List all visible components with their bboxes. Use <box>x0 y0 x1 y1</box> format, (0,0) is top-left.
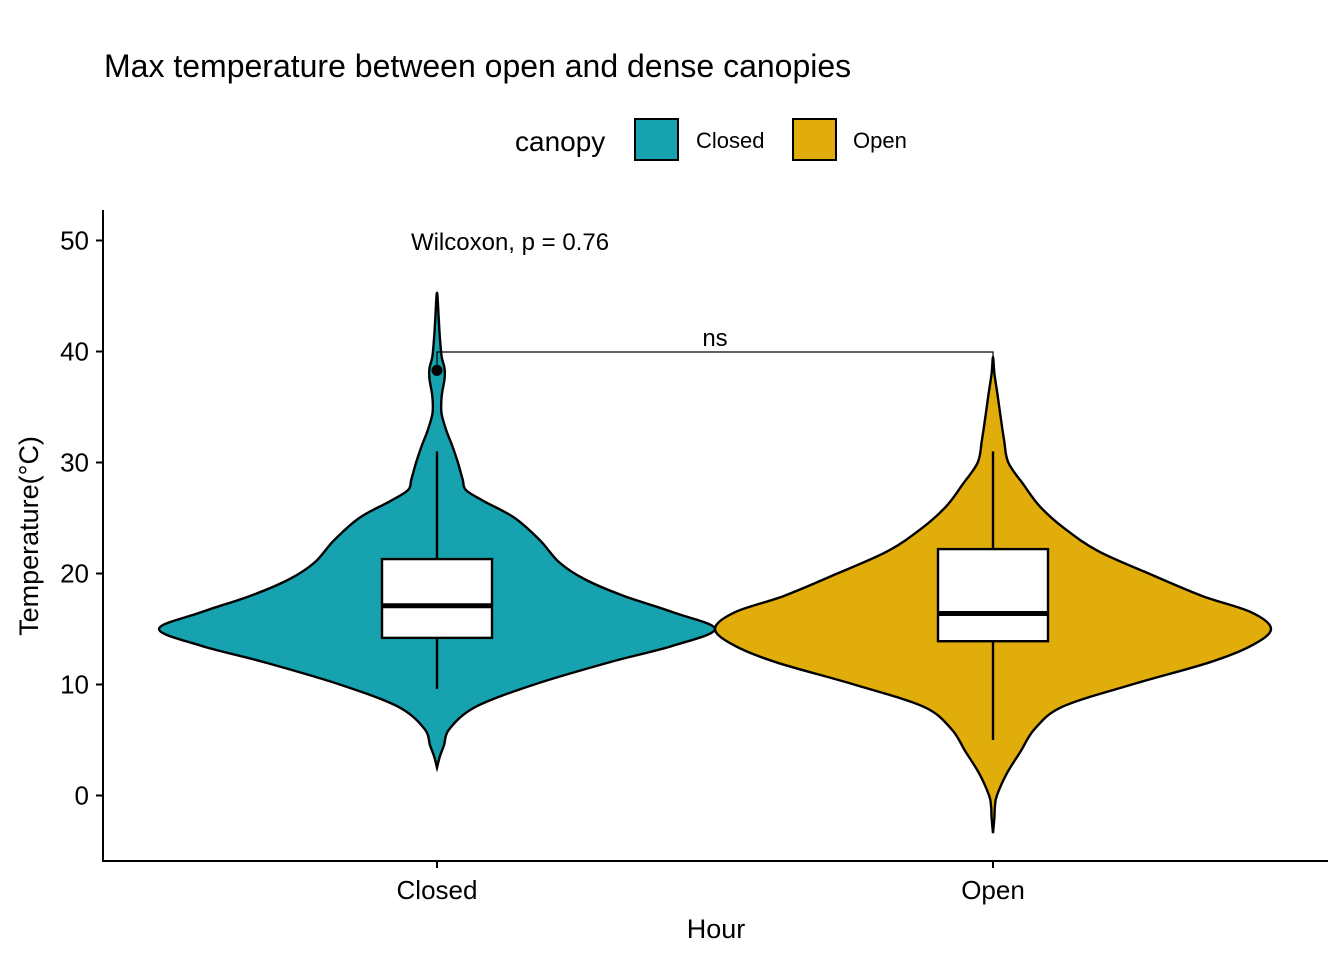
legend-title: canopy <box>515 126 605 157</box>
legend-swatch-open <box>792 118 837 161</box>
plot-area <box>157 291 1273 834</box>
x-tick-label-closed: Closed <box>397 875 478 905</box>
x-tick-label-open: Open <box>961 875 1025 905</box>
x-axis-title: Hour <box>687 914 746 944</box>
legend-swatch-closed <box>634 118 679 161</box>
chart-title: Max temperature between open and dense c… <box>104 48 851 84</box>
legend-label-closed: Closed <box>696 128 764 153</box>
y-tick-label-50: 50 <box>60 226 89 256</box>
y-axis-ticks: 0 10 20 30 40 50 <box>60 226 103 811</box>
x-axis-ticks: Closed Open <box>397 861 1025 905</box>
y-tick-label-20: 20 <box>60 559 89 589</box>
bracket-line <box>436 351 994 369</box>
outlier-closed-0 <box>431 364 443 376</box>
box-closed <box>380 557 494 640</box>
significance-bracket: ns <box>436 325 994 369</box>
y-tick-label-0: 0 <box>75 781 89 811</box>
legend-label-open: Open <box>853 128 907 153</box>
y-tick-label-30: 30 <box>60 448 89 478</box>
box-open <box>936 547 1050 643</box>
y-axis-title: Temperature(°C) <box>14 436 44 636</box>
y-tick-label-10: 10 <box>60 670 89 700</box>
wilcoxon-label: Wilcoxon, p = 0.76 <box>411 229 609 256</box>
bracket-label: ns <box>702 325 727 352</box>
y-tick-label-40: 40 <box>60 337 89 367</box>
legend: canopy Closed Open <box>515 118 907 161</box>
